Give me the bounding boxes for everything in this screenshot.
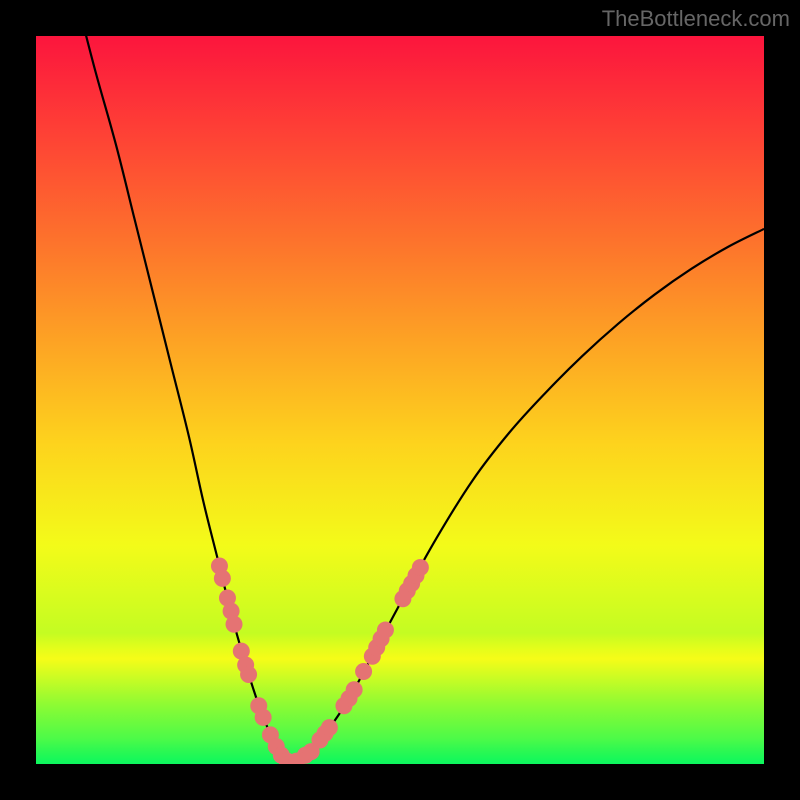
data-marker <box>214 570 231 587</box>
marker-group <box>211 557 429 764</box>
curve-right-branch <box>291 229 764 763</box>
curve-left-branch <box>80 36 291 763</box>
data-marker <box>321 719 338 736</box>
watermark-text: TheBottleneck.com <box>602 6 790 32</box>
curve-layer <box>36 36 764 764</box>
data-marker <box>412 559 429 576</box>
plot-area <box>36 36 764 764</box>
data-marker <box>226 616 243 633</box>
data-marker <box>240 666 257 683</box>
data-marker <box>255 709 272 726</box>
chart-container: TheBottleneck.com <box>0 0 800 800</box>
data-marker <box>355 663 372 680</box>
data-marker <box>377 622 394 639</box>
data-marker <box>346 681 363 698</box>
